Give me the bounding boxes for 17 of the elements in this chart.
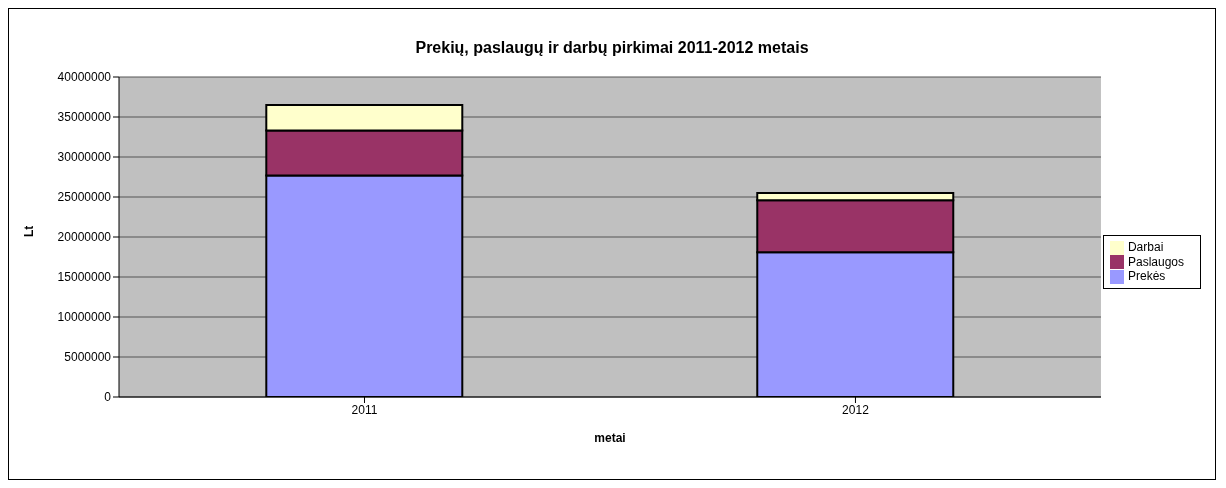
y-tick-label: 0 <box>104 390 112 405</box>
y-tick-label: 20000000 <box>57 230 112 245</box>
y-tick-label: 5000000 <box>64 350 112 365</box>
y-tick-label: 35000000 <box>57 110 112 125</box>
y-tick-label: 25000000 <box>57 190 112 205</box>
y-tick-label: 10000000 <box>57 310 112 325</box>
legend-label: Darbai <box>1127 239 1164 254</box>
x-tick-label: 2012 <box>842 402 870 417</box>
y-tick-label: 30000000 <box>57 150 112 165</box>
y-tick-label: 40000000 <box>57 70 112 85</box>
chart-title: Prekių, paslaugų ir darbų pirkimai 2011-2012 metais <box>414 39 810 57</box>
legend-label: Prekės <box>1127 269 1166 284</box>
x-axis-title: metai <box>594 431 626 445</box>
x-tick-label: 2011 <box>351 402 378 417</box>
y-axis-title: Lt <box>22 225 37 237</box>
legend-label: Paslaugos <box>1127 254 1184 269</box>
y-tick-label: 15000000 <box>57 270 112 285</box>
